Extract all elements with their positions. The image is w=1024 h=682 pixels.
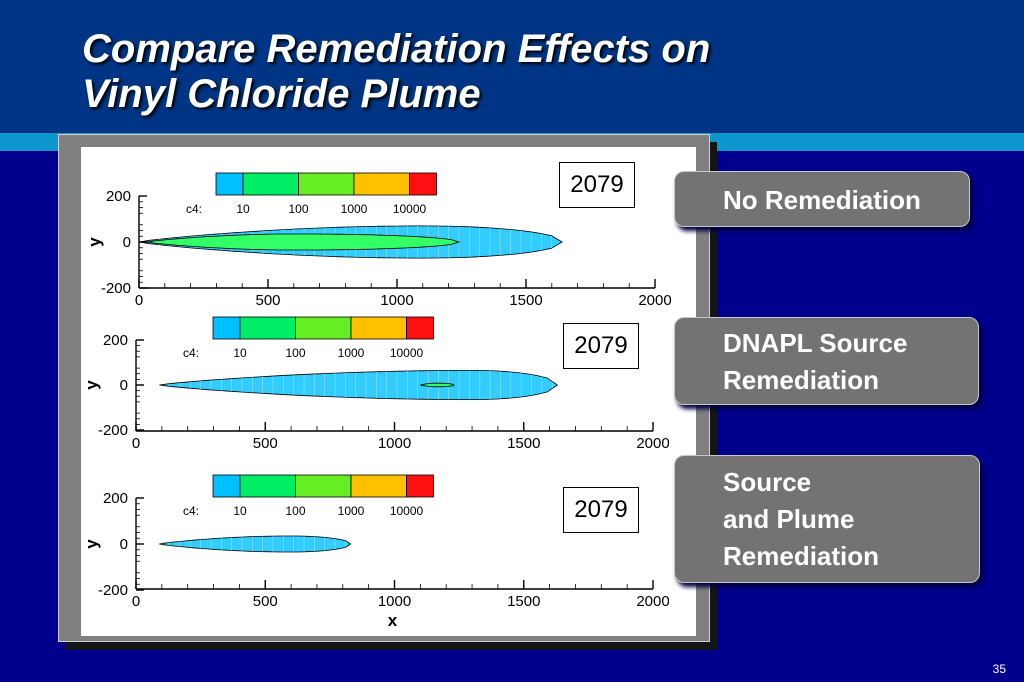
plot3-y-tick-label: -200 <box>98 582 128 599</box>
plot2-legend-swatch <box>212 316 241 340</box>
plot3-x-tick-label: 1500 <box>507 593 540 610</box>
plot3-contour-10 <box>159 535 352 553</box>
label-dnapl-source: DNAPL Source Remediation <box>674 317 979 405</box>
plot2-x-tick-label: 2000 <box>636 435 669 452</box>
plot1-legend-swatch <box>409 172 437 196</box>
label-no-remediation: No Remediation <box>674 171 970 227</box>
plot1-y-tick-label: 200 <box>106 188 131 205</box>
plot1-x-tick-label: 1500 <box>509 292 542 309</box>
plot1-legend-level-label: 100 <box>288 202 308 216</box>
plot2-x-tick-label: 1000 <box>378 435 411 452</box>
plot2-legend-swatch <box>295 316 352 340</box>
plot3-x-tick-label: 2000 <box>636 593 669 610</box>
plot1-x-tick-label: 500 <box>255 292 280 309</box>
plot1-y-tick-label: -200 <box>101 280 131 297</box>
plot3-legend-variable: c4: <box>183 504 199 518</box>
plot3-x-axis-label: x <box>388 611 398 630</box>
plot2-legend-level-label: 100 <box>285 346 305 360</box>
plot3-legend-swatch <box>406 474 434 498</box>
label-source-and-plume-text: Source and Plume Remediation <box>723 467 880 571</box>
plot3-x-tick-label: 0 <box>132 593 140 610</box>
plot2-y-tick-label: -200 <box>98 422 128 439</box>
plot2-legend-level-label: 10 <box>233 346 247 360</box>
plot3-legend-level-label: 100 <box>285 504 305 518</box>
plot2-legend-swatch <box>406 316 434 340</box>
plot2-y-tick-label: 0 <box>120 377 128 394</box>
plot3-legend-swatch <box>212 474 241 498</box>
plot1-x-tick-label: 1000 <box>380 292 413 309</box>
plot3-legend-level-label: 1000 <box>338 504 365 518</box>
slide-title-line-2: Vinyl Chloride Plume <box>82 72 481 116</box>
plot3-legend-level-label: 10 <box>233 504 247 518</box>
slide-number: 35 <box>992 662 1006 676</box>
plot3-y-axis-label: y <box>82 539 101 549</box>
label-dnapl-source-text: DNAPL Source Remediation <box>723 328 908 395</box>
plot1-legend-level-label: 10 <box>236 202 250 216</box>
plot1-legend-level-label: 10000 <box>393 202 427 216</box>
plot2-legend-level-label: 1000 <box>338 346 365 360</box>
plot3-mesh <box>159 536 346 552</box>
plot2-contour-100 <box>420 382 455 388</box>
plot1-y-tick-label: 0 <box>123 234 131 251</box>
plot3-x-tick-label: 1000 <box>378 593 411 610</box>
plot1-contour-100 <box>146 233 461 251</box>
plot3-legend-swatch <box>239 474 296 498</box>
plot2-x-tick-label: 0 <box>132 435 140 452</box>
plot3-x-tick-label: 500 <box>253 593 278 610</box>
year-box-2: 2079 <box>563 323 639 369</box>
plot2-legend-swatch <box>239 316 296 340</box>
plot1-legend-swatch <box>215 172 244 196</box>
plot1-y-axis-label: y <box>85 237 104 247</box>
plot1-legend-swatch <box>298 172 355 196</box>
plot2-legend-level-label: 10000 <box>390 346 424 360</box>
title-band <box>0 0 1024 133</box>
plot3-legend-level-label: 10000 <box>390 504 424 518</box>
plot1-legend-swatch <box>242 172 299 196</box>
label-no-remediation-text: No Remediation <box>723 185 921 215</box>
plot2-x-tick-label: 500 <box>253 435 278 452</box>
plot3-y-tick-label: 0 <box>120 536 128 553</box>
plot1-legend-variable: c4: <box>186 202 202 216</box>
year-box-3: 2079 <box>563 487 639 533</box>
plot2-legend-swatch <box>350 316 407 340</box>
plot3-legend-swatch <box>350 474 407 498</box>
plot2-legend-variable: c4: <box>183 346 199 360</box>
slide-title-line-1: Compare Remediation Effects on <box>82 27 711 71</box>
plot1-legend-level-label: 1000 <box>341 202 368 216</box>
label-source-and-plume: Source and Plume Remediation <box>674 455 980 583</box>
plot2-contour-10 <box>159 370 559 400</box>
plot-area: 200 0 -200 0 500 1000 1500 2000 y c4: 10 100 1000 100… <box>81 147 696 636</box>
year-box-1: 2079 <box>559 162 635 208</box>
plot3-legend-swatch <box>295 474 352 498</box>
plot1-legend-swatch <box>353 172 410 196</box>
plot1-x-tick-label: 2000 <box>638 292 671 309</box>
plot2-y-tick-label: 200 <box>103 332 128 349</box>
plot1-x-tick-label: 0 <box>135 292 143 309</box>
plot2-x-tick-label: 1500 <box>507 435 540 452</box>
plot3-y-tick-label: 200 <box>103 490 128 507</box>
plot2-y-axis-label: y <box>82 380 101 390</box>
